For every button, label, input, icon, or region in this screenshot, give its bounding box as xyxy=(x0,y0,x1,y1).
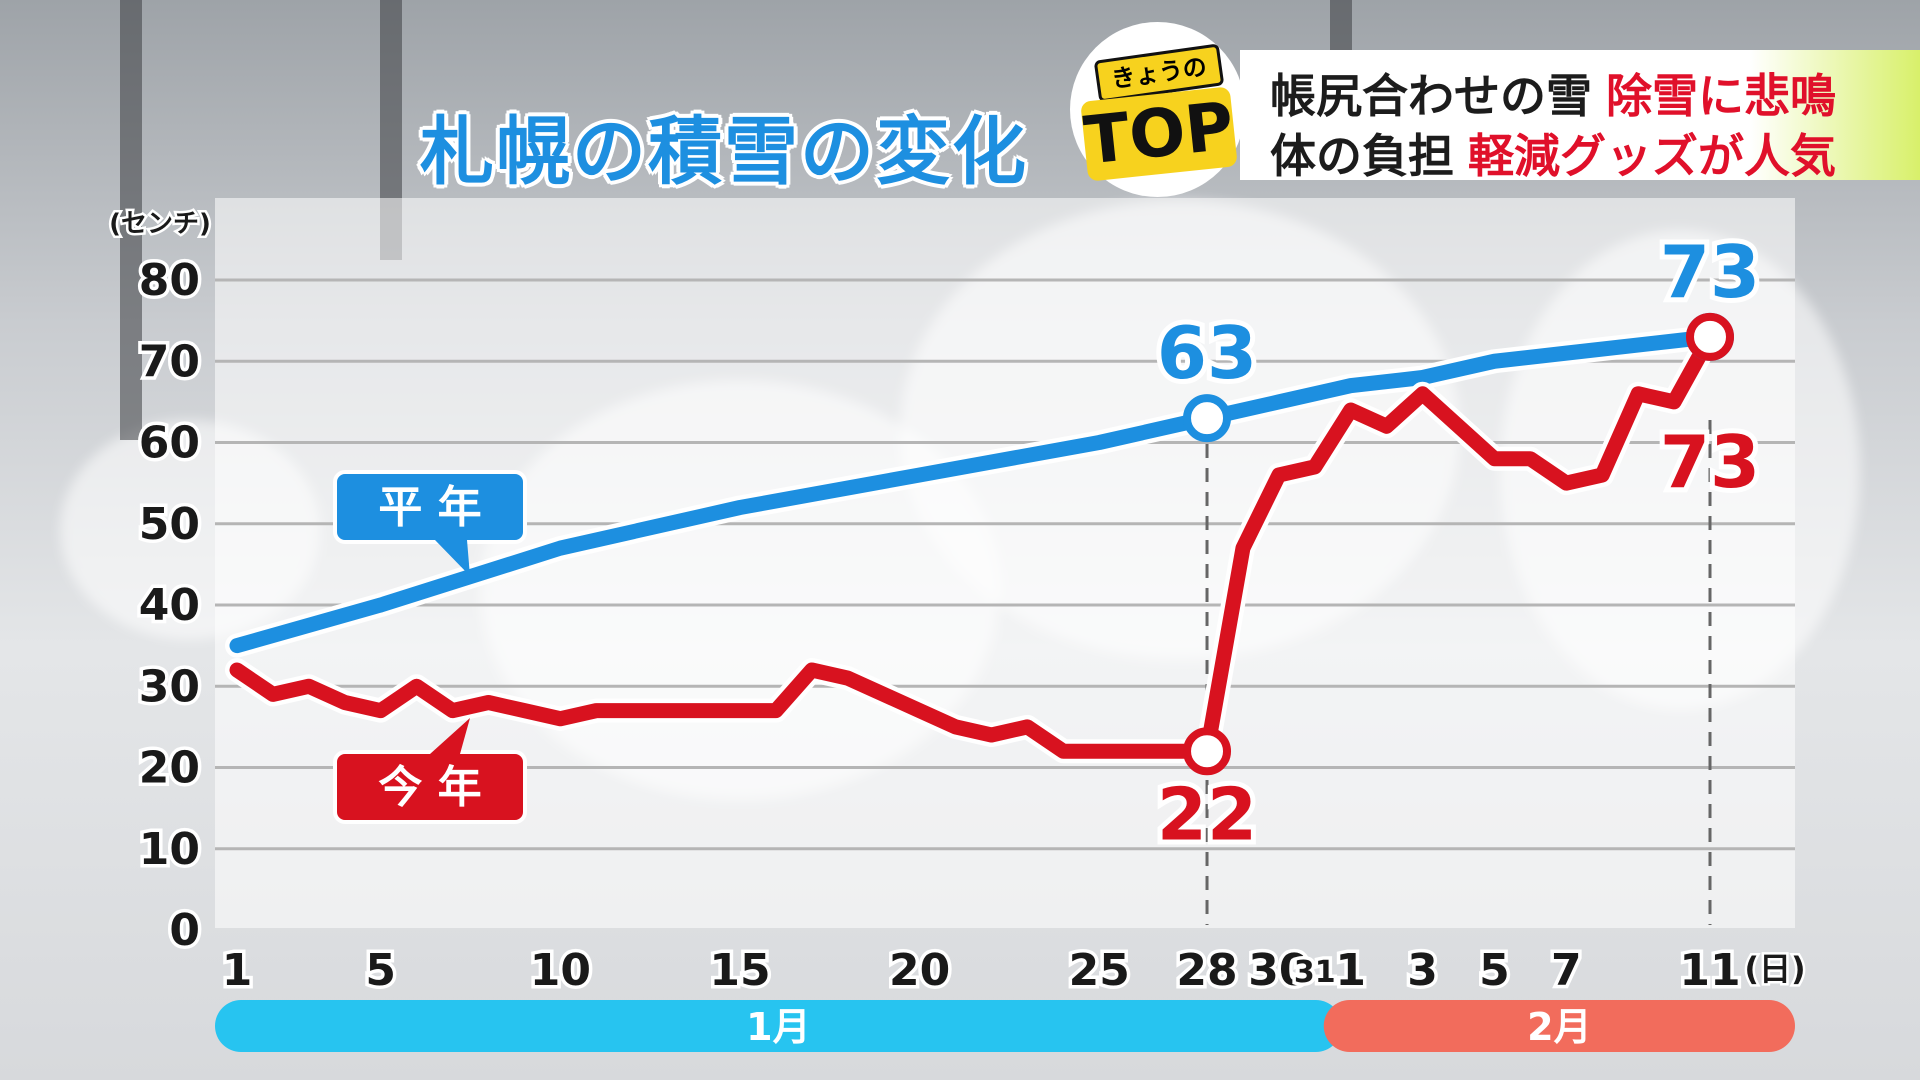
month-band xyxy=(1323,1000,1795,1052)
x-tick-label: 3 xyxy=(1407,945,1438,996)
x-tick-label: 10 xyxy=(530,945,591,996)
data-value-label: 73 xyxy=(1660,420,1760,504)
x-tick-label: 7 xyxy=(1551,945,1582,996)
x-tick-label: 15 xyxy=(709,945,770,996)
headline-2-dark: 体の負担 xyxy=(1270,129,1454,183)
x-tick-label: 11 xyxy=(1679,945,1740,996)
x-tick-label: 31 xyxy=(1294,955,1336,990)
y-tick-label: 30 xyxy=(139,661,200,712)
series-name-label: 今 年 xyxy=(378,762,481,813)
callout-box xyxy=(333,750,527,824)
tree-trunk xyxy=(380,0,402,260)
callout-tail xyxy=(435,540,470,576)
series-line xyxy=(229,329,1718,759)
month-label: 1月 xyxy=(746,1005,810,1049)
value-labels: 63 73 22 73 xyxy=(1152,225,1765,861)
y-tick-label: 10 xyxy=(139,824,200,875)
y-tick-label: 80 xyxy=(139,255,200,306)
x-tick-label: 20 xyxy=(889,945,950,996)
headline-line-2: 体の負担 軽減グッズが人気 xyxy=(1270,120,1836,186)
callout-kotoshi: 今 年 xyxy=(333,718,527,824)
x-axis-unit: (日) xyxy=(1744,950,1805,988)
x-tick-label: 25 xyxy=(1069,945,1130,996)
callout-heinen: 平 年 xyxy=(333,470,527,576)
data-point-marker xyxy=(1686,312,1734,361)
y-tick-label: 40 xyxy=(139,580,200,631)
y-axis-unit: (センチ) xyxy=(109,209,211,239)
headline-1-dark: 帳尻合わせの雪 xyxy=(1270,69,1592,123)
month-band xyxy=(215,1000,1342,1052)
headline-banner: 帳尻合わせの雪 除雪に悲鳴 体の負担 軽減グッズが人気 xyxy=(1240,50,1920,183)
callout-tail xyxy=(430,718,470,754)
y-tick-label: 20 xyxy=(139,743,200,794)
headline-line-1: 帳尻合わせの雪 除雪に悲鳴 xyxy=(1270,60,1836,126)
tree-trunk xyxy=(120,0,142,440)
y-tick-label: 60 xyxy=(139,418,200,469)
headline-1-red: 除雪に悲鳴 xyxy=(1606,69,1836,123)
month-label: 2月 xyxy=(1527,1005,1591,1049)
y-tick-label: 70 xyxy=(139,336,200,387)
x-tick-label: 28 xyxy=(1176,945,1237,996)
chart-title: 札幌の積雪の変化 xyxy=(420,109,1028,195)
x-tick-label: 5 xyxy=(365,945,396,996)
top-logo-badge: きょうの TOP xyxy=(1070,22,1245,197)
headline-2-red: 軽減グッズが人気 xyxy=(1468,129,1836,183)
x-tick-label: 5 xyxy=(1479,945,1510,996)
callout-box xyxy=(333,470,527,544)
x-tick-label: 30 xyxy=(1248,945,1309,996)
y-axis: 0 10 20 30 40 50 60 70 80 (センチ) xyxy=(107,207,214,960)
y-tick-label: 50 xyxy=(139,499,200,550)
series-callouts: 平 年今 年 xyxy=(333,470,527,824)
series-markers xyxy=(1183,312,1734,776)
data-value-label: 73 xyxy=(1660,230,1760,314)
data-point-marker xyxy=(1183,394,1232,443)
month-bar: 1月 2月 xyxy=(215,1000,1795,1052)
data-value-label: 63 xyxy=(1157,311,1257,395)
data-value-label: 22 xyxy=(1157,772,1257,856)
y-tick-label: 0 xyxy=(169,905,200,956)
x-tick-label: 1 xyxy=(222,945,253,996)
data-point-marker xyxy=(1183,727,1232,776)
series-name-label: 平 年 xyxy=(378,482,481,533)
reference-lines xyxy=(1205,420,1712,925)
x-tick-label: 1 xyxy=(1335,945,1366,996)
